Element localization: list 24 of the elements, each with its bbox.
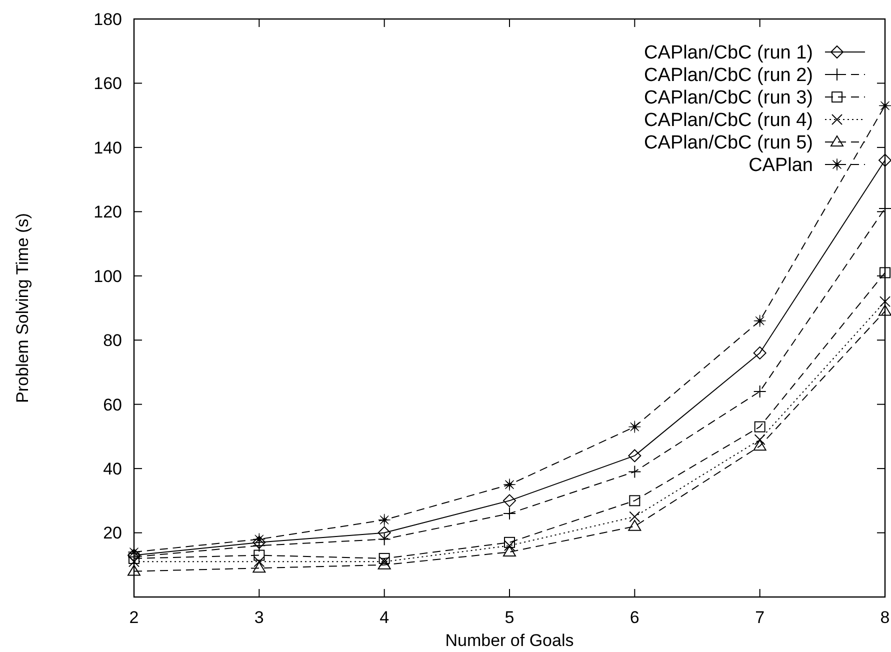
y-tick-label: 40 xyxy=(103,460,122,479)
x-tick-label: 8 xyxy=(880,608,890,627)
x-tick-label: 2 xyxy=(129,608,139,627)
legend-label: CAPlan/CbC (run 1) xyxy=(644,42,813,64)
y-tick-label: 160 xyxy=(94,74,122,94)
y-tick-label: 100 xyxy=(94,266,122,286)
y-tick-label: 80 xyxy=(103,331,122,350)
legend-label: CAPlan xyxy=(748,155,813,176)
y-axis-title: Problem Solving Time (s) xyxy=(13,213,32,403)
legend-label: CAPlan/CbC (run 2) xyxy=(644,65,813,86)
legend-label: CAPlan/CbC (run 4) xyxy=(644,110,813,132)
x-tick-label: 6 xyxy=(630,608,640,627)
y-tick-label: 120 xyxy=(94,202,122,222)
x-axis-title: Number of Goals xyxy=(445,631,574,650)
y-tick-label: 60 xyxy=(103,395,122,414)
legend-label: CAPlan/CbC (run 5) xyxy=(644,132,813,154)
x-tick-label: 4 xyxy=(380,608,390,627)
x-tick-label: 3 xyxy=(254,608,264,627)
y-tick-label: 20 xyxy=(103,524,122,543)
y-tick-label: 140 xyxy=(94,138,122,158)
x-tick-label: 7 xyxy=(755,608,765,627)
x-tick-label: 5 xyxy=(504,608,514,627)
legend-label: CAPlan/CbC (run 3) xyxy=(644,88,813,109)
y-tick-label: 180 xyxy=(94,10,122,29)
